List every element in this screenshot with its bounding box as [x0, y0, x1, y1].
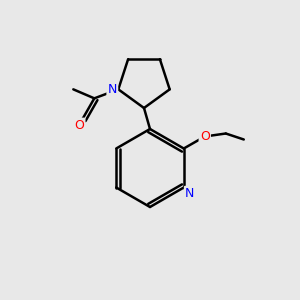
- Text: O: O: [74, 119, 84, 132]
- Text: N: N: [108, 83, 117, 96]
- Text: O: O: [200, 130, 210, 143]
- Text: N: N: [185, 187, 194, 200]
